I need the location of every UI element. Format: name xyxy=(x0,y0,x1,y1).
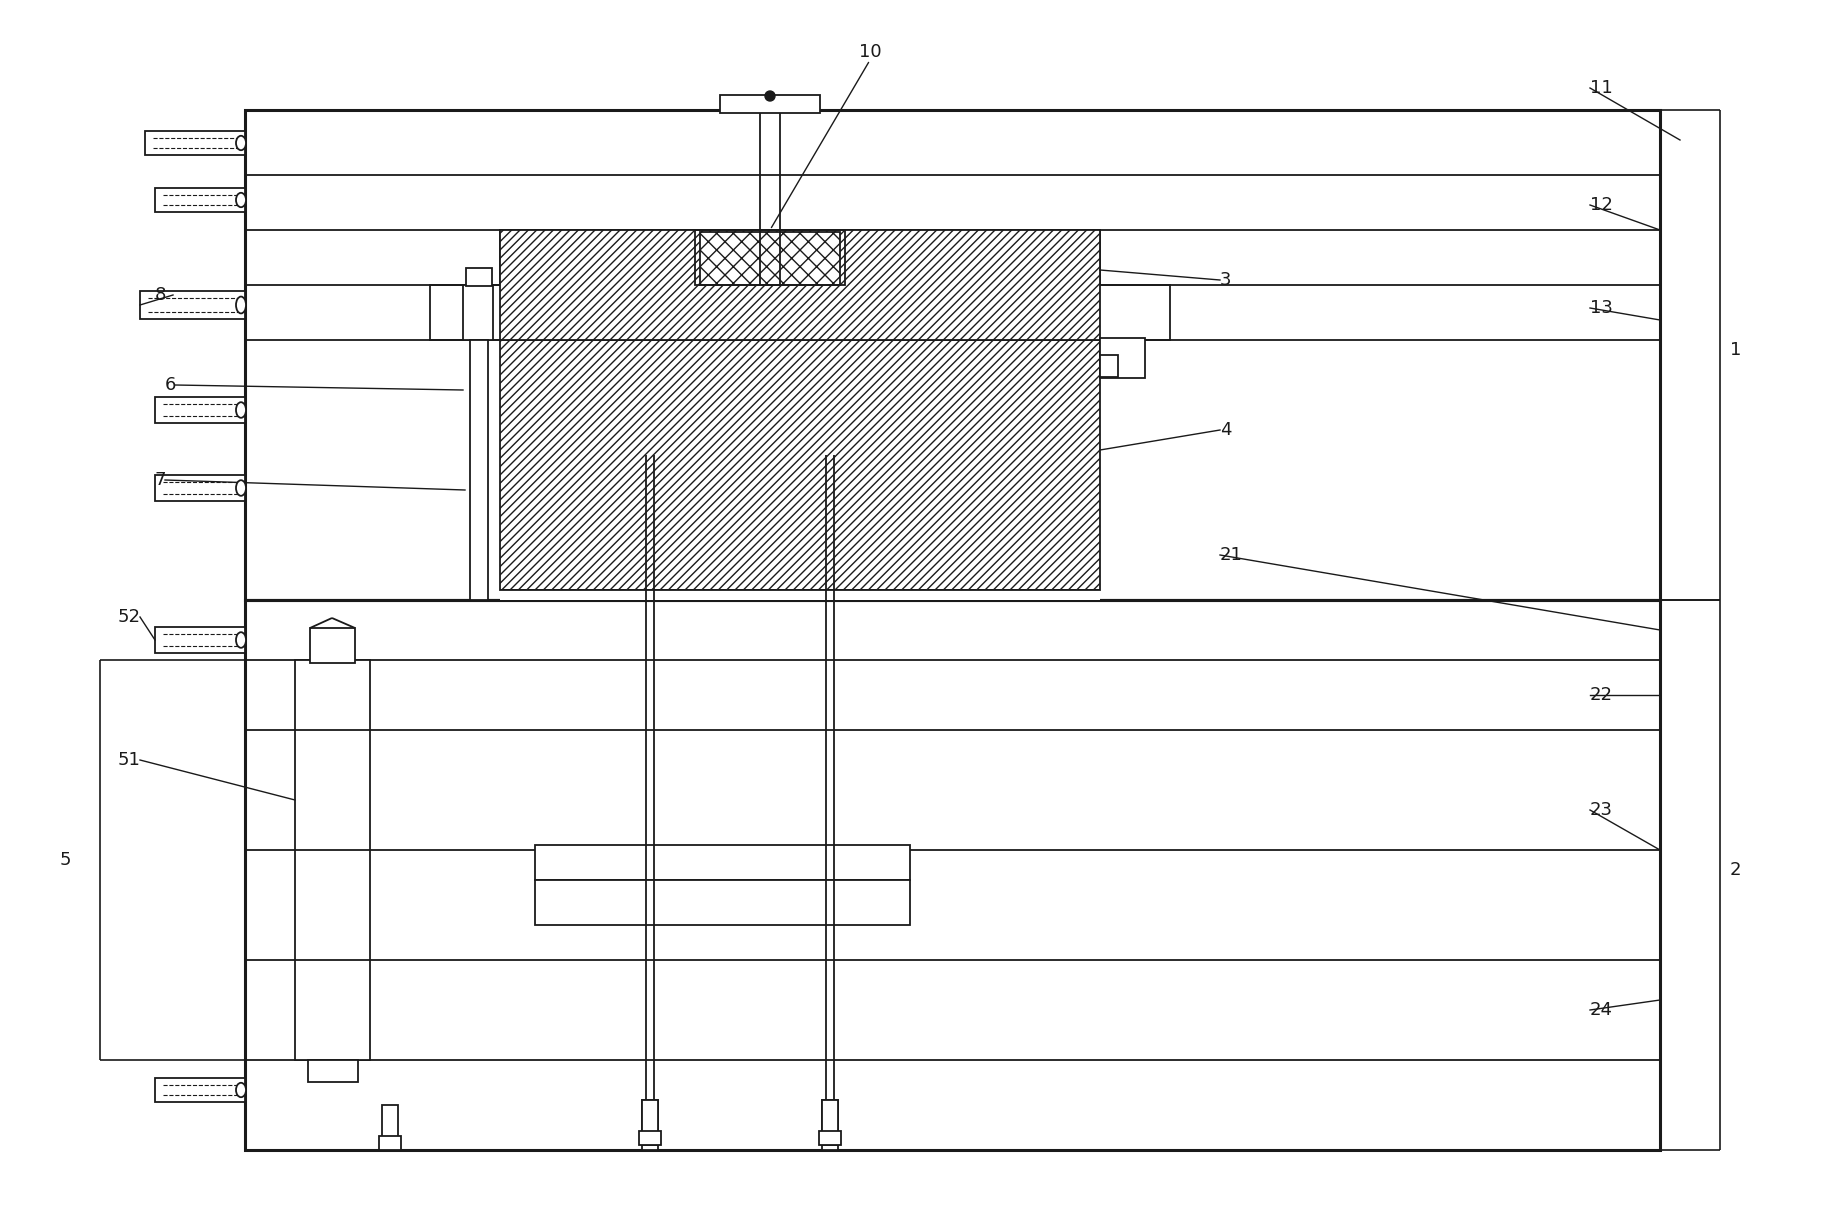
Bar xyxy=(500,229,1100,340)
Text: 7: 7 xyxy=(154,471,167,490)
Bar xyxy=(244,600,1661,1150)
Bar xyxy=(1100,337,1144,378)
Bar xyxy=(467,267,492,286)
Bar xyxy=(296,660,369,1060)
Bar xyxy=(500,340,1100,590)
Bar xyxy=(244,110,1661,600)
Text: 12: 12 xyxy=(1591,196,1613,213)
Bar xyxy=(470,340,489,600)
Bar xyxy=(819,1131,841,1145)
Ellipse shape xyxy=(235,1082,246,1097)
Text: 21: 21 xyxy=(1220,546,1244,564)
Bar xyxy=(382,1106,399,1150)
Ellipse shape xyxy=(235,193,246,207)
Bar xyxy=(378,1136,400,1150)
Bar xyxy=(140,291,244,319)
Text: 2: 2 xyxy=(1730,861,1741,879)
Bar xyxy=(154,627,244,653)
Bar xyxy=(1100,355,1119,377)
Text: 13: 13 xyxy=(1591,299,1613,317)
Text: 22: 22 xyxy=(1591,686,1613,704)
Bar xyxy=(700,232,840,285)
Text: 3: 3 xyxy=(1220,271,1231,290)
Ellipse shape xyxy=(235,632,246,648)
Bar xyxy=(821,1099,838,1145)
Ellipse shape xyxy=(235,136,246,150)
Text: 8: 8 xyxy=(154,286,167,304)
Bar xyxy=(720,94,819,113)
Bar xyxy=(641,1099,658,1150)
Ellipse shape xyxy=(235,480,246,496)
Text: 24: 24 xyxy=(1591,1001,1613,1018)
Text: 23: 23 xyxy=(1591,801,1613,818)
Text: 1: 1 xyxy=(1730,341,1741,360)
Bar xyxy=(154,188,244,212)
Text: 11: 11 xyxy=(1591,79,1613,97)
Text: 51: 51 xyxy=(118,751,141,769)
Text: 10: 10 xyxy=(858,43,882,61)
Bar xyxy=(694,229,845,285)
Circle shape xyxy=(764,91,775,101)
Bar xyxy=(821,1099,838,1150)
Bar xyxy=(430,285,1170,340)
Ellipse shape xyxy=(235,297,246,313)
Bar xyxy=(500,590,1100,600)
Text: 6: 6 xyxy=(165,375,176,394)
Ellipse shape xyxy=(235,402,246,418)
Text: 4: 4 xyxy=(1220,421,1231,439)
Bar xyxy=(145,131,244,155)
Bar xyxy=(535,880,909,925)
Bar xyxy=(639,1131,661,1145)
Bar xyxy=(310,628,355,663)
Bar xyxy=(154,398,244,423)
Text: 5: 5 xyxy=(61,852,72,869)
Bar xyxy=(641,1099,658,1145)
Text: 52: 52 xyxy=(118,609,141,626)
Bar xyxy=(500,229,1100,340)
Bar xyxy=(463,285,492,340)
Bar xyxy=(154,1079,244,1102)
Bar xyxy=(535,845,909,880)
Bar xyxy=(309,1060,358,1082)
Bar xyxy=(154,475,244,501)
